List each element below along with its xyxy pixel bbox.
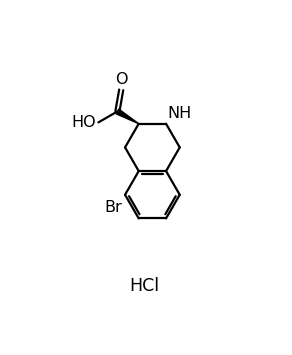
Text: HO: HO <box>72 115 96 130</box>
Text: O: O <box>115 72 127 87</box>
Text: NH: NH <box>167 106 192 121</box>
Text: Br: Br <box>104 200 122 215</box>
Text: HCl: HCl <box>129 277 159 295</box>
Polygon shape <box>116 109 139 124</box>
